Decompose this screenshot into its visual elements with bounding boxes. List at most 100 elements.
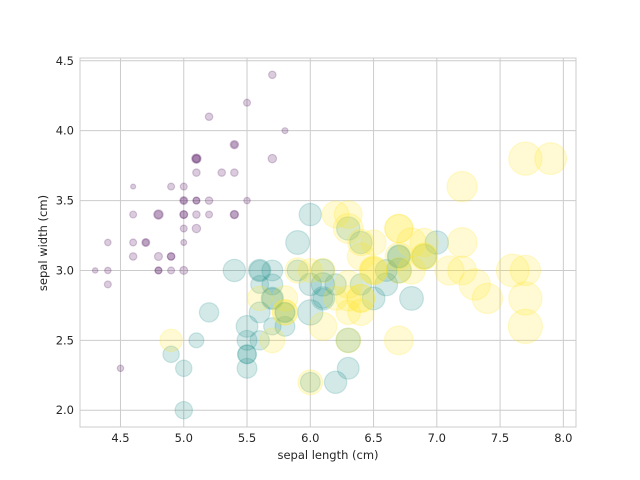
data-point <box>297 369 324 396</box>
data-point <box>174 400 194 420</box>
data-point <box>235 314 259 338</box>
data-point <box>374 258 398 282</box>
data-point <box>360 256 388 284</box>
data-point <box>179 265 189 276</box>
data-point <box>229 209 240 220</box>
data-point <box>230 210 239 219</box>
x-tick-labels: 4.5 5.0 5.5 6.0 6.5 7.0 7.5 8.0 <box>111 431 572 445</box>
data-point <box>198 302 220 323</box>
x-tick-label: 5.5 <box>238 431 256 445</box>
data-point <box>237 344 257 365</box>
data-point <box>166 252 176 261</box>
y-tick-label: 3.5 <box>56 194 74 208</box>
data-point <box>179 196 189 206</box>
data-point <box>411 243 437 270</box>
data-point <box>424 230 450 255</box>
data-point <box>141 237 151 248</box>
data-point <box>271 299 299 326</box>
data-point <box>180 238 188 247</box>
data-point <box>410 243 438 270</box>
data-point <box>141 238 150 247</box>
data-point <box>396 227 427 258</box>
data-point <box>347 228 375 257</box>
data-point <box>384 241 414 271</box>
y-tick-label: 4.5 <box>56 54 74 68</box>
data-point <box>204 112 214 122</box>
data-point <box>335 299 361 326</box>
data-point <box>397 256 426 285</box>
x-tick-label: 4.5 <box>111 431 129 445</box>
data-point <box>333 269 363 299</box>
data-point <box>346 283 376 313</box>
data-point <box>358 255 389 286</box>
data-point <box>409 227 439 258</box>
data-point <box>129 210 138 219</box>
data-point <box>179 182 188 191</box>
x-tick-label: 6.5 <box>364 431 382 445</box>
data-point <box>346 283 376 313</box>
data-point <box>335 327 361 354</box>
data-point <box>274 301 296 324</box>
data-point <box>509 254 542 287</box>
data-point <box>179 210 189 219</box>
data-point <box>191 223 202 234</box>
data-point <box>204 210 214 219</box>
data-point <box>534 142 568 176</box>
data-point <box>103 280 112 289</box>
data-point <box>310 272 336 297</box>
data-points <box>91 70 568 420</box>
data-point <box>166 252 176 261</box>
data-point <box>321 200 350 229</box>
data-point <box>247 258 272 283</box>
y-tick-label: 2.0 <box>56 403 74 417</box>
data-point <box>332 213 364 244</box>
grid <box>80 58 576 427</box>
data-point <box>246 285 273 312</box>
data-point <box>229 139 240 150</box>
data-point <box>508 281 543 316</box>
data-point <box>383 325 414 356</box>
data-point <box>323 370 348 395</box>
data-point <box>179 196 188 205</box>
data-point <box>434 255 465 286</box>
data-point <box>179 209 189 220</box>
data-point <box>374 272 399 297</box>
y-tick-label: 4.0 <box>56 124 74 138</box>
data-point <box>104 238 112 247</box>
data-point <box>274 315 296 337</box>
data-point <box>336 356 360 380</box>
data-point <box>236 329 258 351</box>
data-point <box>167 182 176 191</box>
data-point <box>384 213 414 244</box>
data-point <box>386 244 412 269</box>
data-point <box>243 196 251 205</box>
data-point <box>346 242 376 271</box>
data-point <box>347 298 375 327</box>
data-point <box>274 302 296 323</box>
data-point <box>153 209 164 220</box>
data-point <box>91 267 99 274</box>
data-point <box>130 183 137 190</box>
data-point <box>349 273 373 296</box>
data-point <box>310 257 336 284</box>
data-point <box>230 140 239 149</box>
data-point <box>154 266 163 275</box>
data-point <box>248 259 271 282</box>
data-point <box>248 301 271 324</box>
data-point <box>249 330 270 351</box>
data-point <box>174 359 193 378</box>
data-point <box>310 258 335 283</box>
data-point <box>261 259 284 282</box>
data-point <box>153 209 164 220</box>
data-point <box>458 268 491 301</box>
data-point <box>188 332 205 349</box>
data-point <box>104 266 112 275</box>
data-point <box>250 274 270 294</box>
x-tick-label: 8.0 <box>554 431 572 445</box>
data-point <box>359 256 388 285</box>
data-point <box>446 227 478 258</box>
data-point <box>192 154 201 163</box>
data-point <box>286 259 309 282</box>
data-point <box>298 202 323 227</box>
